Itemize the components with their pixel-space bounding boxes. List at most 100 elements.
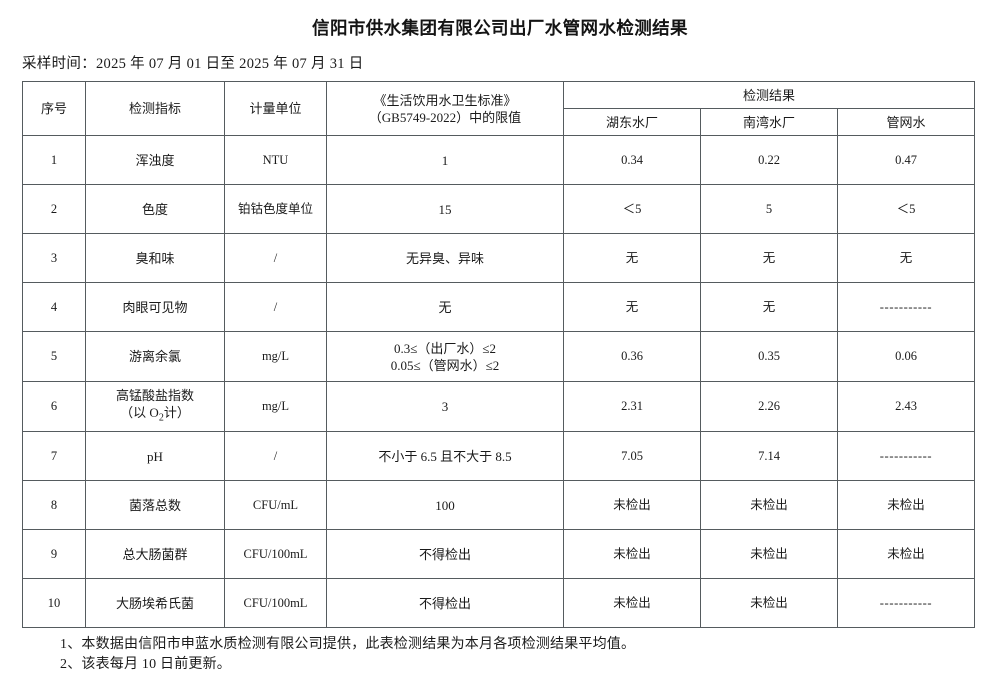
report-page: 信阳市供水集团有限公司出厂水管网水检测结果 采样时间：2025 年 07 月 0… [22,18,975,672]
column-header-limit: 《生活饮用水卫生标准》 （GB5749-2022）中的限值 [326,81,564,136]
cell-unit: CFU/100mL [224,529,327,579]
table-row: 1 浑浊度 NTU 1 0.34 0.22 0.47 [22,135,975,185]
cell-unit: 铂钴色度单位 [224,184,327,234]
cell-limit: 3 [326,381,564,432]
cell-plant-hudong: 未检出 [563,480,701,530]
footnote-1: 1、本数据由信阳市申蓝水质检测有限公司提供，此表检测结果为本月各项检测结果平均值… [60,637,636,652]
cell-plant-nanwan: 无 [700,282,838,332]
cell-plant-nanwan: 0.35 [700,331,838,382]
cell-seq: 1 [22,135,86,185]
cell-index: 大肠埃希氏菌 [85,578,225,628]
column-header-results-group: 检测结果 [563,81,975,109]
cell-unit: / [224,431,327,481]
footnotes: 1、本数据由信阳市申蓝水质检测有限公司提供，此表检测结果为本月各项检测结果平均值… [0,628,1000,675]
cell-pipe-network: ----------- [837,282,975,332]
table-row: 4 肉眼可见物 / 无 无 无 ----------- [22,282,975,332]
column-header-plant-nanwan: 南湾水厂 [700,108,838,136]
table-row: 2 色度 铂钴色度单位 15 ＜5 5 ＜5 [22,184,975,234]
cell-plant-nanwan: 无 [700,233,838,283]
cell-limit: 不得检出 [326,578,564,628]
cell-unit: CFU/100mL [224,578,327,628]
cell-seq: 7 [22,431,86,481]
cell-seq: 2 [22,184,86,234]
cell-seq: 3 [22,233,86,283]
cell-limit: 0.3≤（出厂水）≤2 0.05≤（管网水）≤2 [326,331,564,382]
cell-pipe-network: ＜5 [837,184,975,234]
table-header: 序号 检测指标 计量单位 《生活饮用水卫生标准》 （GB5749-2022）中的… [22,81,975,136]
cell-plant-hudong: ＜5 [563,184,701,234]
cell-index: 总大肠菌群 [85,529,225,579]
cell-limit-line1: 0.3≤（出厂水）≤2 [393,340,497,356]
cell-unit: / [224,282,327,332]
cell-plant-hudong: 0.36 [563,331,701,382]
cell-unit: mg/L [224,381,327,432]
cell-limit: 不得检出 [326,529,564,579]
cell-pipe-network: 未检出 [837,480,975,530]
column-header-index: 检测指标 [85,81,225,136]
cell-plant-hudong: 0.34 [563,135,701,185]
cell-pipe-network: 无 [837,233,975,283]
cell-plant-nanwan: 2.26 [700,381,838,432]
cell-index-line1: 高锰酸盐指数 [115,387,194,403]
cell-limit: 1 [326,135,564,185]
cell-index: 色度 [85,184,225,234]
table-row: 9 总大肠菌群 CFU/100mL 不得检出 未检出 未检出 未检出 [22,529,975,579]
cell-plant-hudong: 无 [563,282,701,332]
cell-limit: 无异臭、异味 [326,233,564,283]
cell-seq: 10 [22,578,86,628]
cell-index: 菌落总数 [85,480,225,530]
column-header-limit-line2: （GB5749-2022）中的限值 [368,109,522,125]
cell-index: 游离余氯 [85,331,225,382]
cell-plant-nanwan: 7.14 [700,431,838,481]
cell-unit: NTU [224,135,327,185]
cell-plant-hudong: 未检出 [563,578,701,628]
cell-unit: / [224,233,327,283]
table-row: 6 高锰酸盐指数 （以 O2计） mg/L 3 2.31 2.26 2.43 [22,381,975,432]
table-row: 3 臭和味 / 无异臭、异味 无 无 无 [22,233,975,283]
cell-index: 高锰酸盐指数 （以 O2计） [85,381,225,432]
cell-limit: 15 [326,184,564,234]
cell-seq: 6 [22,381,86,432]
cell-pipe-network: 0.47 [837,135,975,185]
cell-pipe-network: ----------- [837,578,975,628]
footnote-2: 2、该表每月 10 日前更新。 [60,657,231,672]
header-row-bottom: 湖东水厂 南湾水厂 管网水 [23,108,975,136]
cell-index: 臭和味 [85,233,225,283]
cell-index-line2-suffix: 计） [163,404,190,420]
cell-plant-nanwan: 5 [700,184,838,234]
cell-unit: CFU/mL [224,480,327,530]
cell-plant-nanwan: 未检出 [700,529,838,579]
cell-index: 浑浊度 [85,135,225,185]
cell-plant-nanwan: 0.22 [700,135,838,185]
cell-pipe-network: 未检出 [837,529,975,579]
cell-seq: 8 [22,480,86,530]
table-row: 10 大肠埃希氏菌 CFU/100mL 不得检出 未检出 未检出 -------… [22,578,975,628]
cell-plant-hudong: 7.05 [563,431,701,481]
table-row: 8 菌落总数 CFU/mL 100 未检出 未检出 未检出 [22,480,975,530]
column-header-limit-line1: 《生活饮用水卫生标准》 [373,92,517,108]
cell-limit-line2: 0.05≤（管网水）≤2 [390,357,500,373]
cell-pipe-network: 0.06 [837,331,975,382]
cell-limit: 不小于 6.5 且不大于 8.5 [326,431,564,481]
table-row: 5 游离余氯 mg/L 0.3≤（出厂水）≤2 0.05≤（管网水）≤2 0.3… [22,331,975,382]
column-header-unit: 计量单位 [224,81,327,136]
cell-seq: 4 [22,282,86,332]
column-header-seq: 序号 [22,81,86,136]
cell-unit: mg/L [224,331,327,382]
cell-index: 肉眼可见物 [85,282,225,332]
cell-index-line2-prefix: （以 O [120,404,159,420]
cell-plant-hudong: 无 [563,233,701,283]
cell-plant-hudong: 未检出 [563,529,701,579]
cell-seq: 5 [22,331,86,382]
cell-pipe-network: ----------- [837,431,975,481]
cell-limit: 100 [326,480,564,530]
cell-plant-nanwan: 未检出 [700,480,838,530]
sampling-period: 采样时间：2025 年 07 月 01 日至 2025 年 07 月 31 日 [22,56,364,72]
cell-pipe-network: 2.43 [837,381,975,432]
cell-plant-nanwan: 未检出 [700,578,838,628]
table-row: 7 pH / 不小于 6.5 且不大于 8.5 7.05 7.14 ------… [22,431,975,481]
page-title: 信阳市供水集团有限公司出厂水管网水检测结果 [312,18,688,38]
table-body: 1 浑浊度 NTU 1 0.34 0.22 0.47 2 色度 铂钴色度单位 1… [22,135,975,628]
cell-index: pH [85,431,225,481]
column-header-pipe-network: 管网水 [837,108,975,136]
